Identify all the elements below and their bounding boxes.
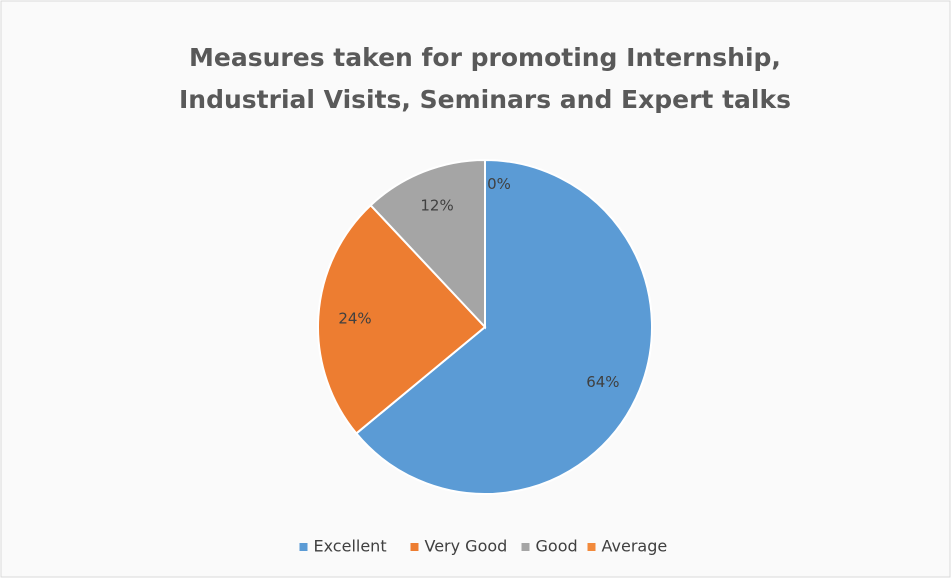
chart-title: Industrial Visits, Seminars and Expert t… — [179, 85, 791, 114]
legend-label: Very Good — [425, 537, 508, 556]
legend-label: Average — [602, 537, 668, 556]
pie-slice — [354, 158, 653, 495]
legend-swatch — [410, 543, 419, 551]
data-label: 64% — [586, 373, 619, 391]
legend-swatch — [299, 543, 308, 551]
pie-slice — [317, 203, 487, 435]
pie-slice — [369, 158, 486, 330]
data-label: 0% — [487, 175, 511, 193]
data-label: 12% — [420, 196, 453, 214]
legend-label: Excellent — [314, 537, 387, 556]
data-label: 24% — [338, 309, 371, 327]
legend-swatch — [587, 543, 596, 551]
chart-title: Measures taken for promoting Internship, — [189, 43, 781, 72]
legend-label: Good — [536, 537, 578, 556]
legend-swatch — [521, 543, 530, 551]
